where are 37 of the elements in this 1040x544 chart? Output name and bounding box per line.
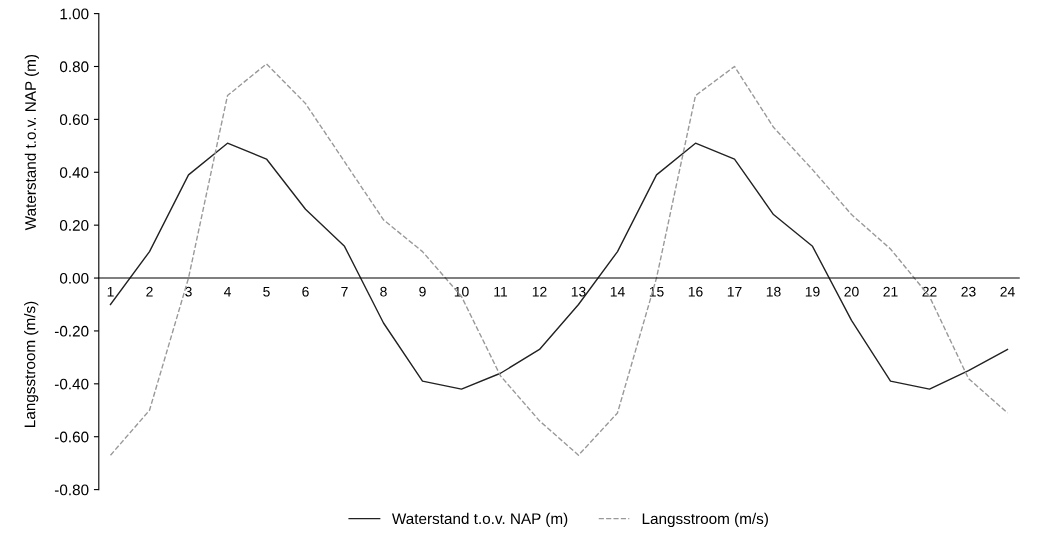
y-tick-label: 0.80 <box>59 61 89 73</box>
y-tick-label: 1.00 <box>60 8 89 20</box>
x-tick-label: 14 <box>610 286 625 297</box>
y-tick-label: 0.00 <box>59 272 89 284</box>
x-tick-label: 9 <box>419 286 426 297</box>
y-tick-label: 0.60 <box>59 114 89 126</box>
y-axis-title: Waterstand t.o.v. NAP (m) <box>24 54 39 231</box>
x-tick-label: 17 <box>727 286 742 297</box>
text: Langsstroom (m/s) <box>24 301 39 427</box>
x-tick-label: 23 <box>961 286 976 297</box>
x-tick-label: 13 <box>571 286 586 297</box>
x-tick-label: 12 <box>532 286 547 297</box>
x-tick-label: 10 <box>454 286 469 297</box>
x-tick-label: 24 <box>1000 286 1015 297</box>
x-tick-label: 22 <box>922 286 937 297</box>
legend-label: Waterstand t.o.v. NAP (m) <box>391 512 568 528</box>
x-tick-label: 3 <box>185 286 192 297</box>
legend-label: Langsstroom (m/s) <box>642 512 768 528</box>
x-tick-label: 6 <box>302 286 309 297</box>
y-tick-label: -0.20 <box>54 325 89 337</box>
x-tick-label: 20 <box>844 286 859 297</box>
x-tick-label: 1 <box>107 286 114 297</box>
x-tick-label: 5 <box>263 286 270 297</box>
x-tick-label: 4 <box>223 286 231 297</box>
x-tick-label: 18 <box>766 286 781 297</box>
y-tick-label: 0.20 <box>59 220 89 231</box>
y-tick-label: -0.80 <box>54 484 89 496</box>
x-tick-label: 2 <box>146 286 153 297</box>
x-tick-label: 21 <box>883 286 898 297</box>
x-tick-label: 19 <box>805 286 820 297</box>
x-tick-label: 11 <box>494 286 508 297</box>
x-tick-label: 8 <box>380 286 387 297</box>
y-tick-label: -0.40 <box>54 378 89 390</box>
y-tick-label: 0.40 <box>59 167 89 178</box>
x-tick-label: 7 <box>341 286 348 297</box>
x-tick-label: 16 <box>688 286 703 297</box>
y-tick-label: -0.60 <box>54 431 89 443</box>
